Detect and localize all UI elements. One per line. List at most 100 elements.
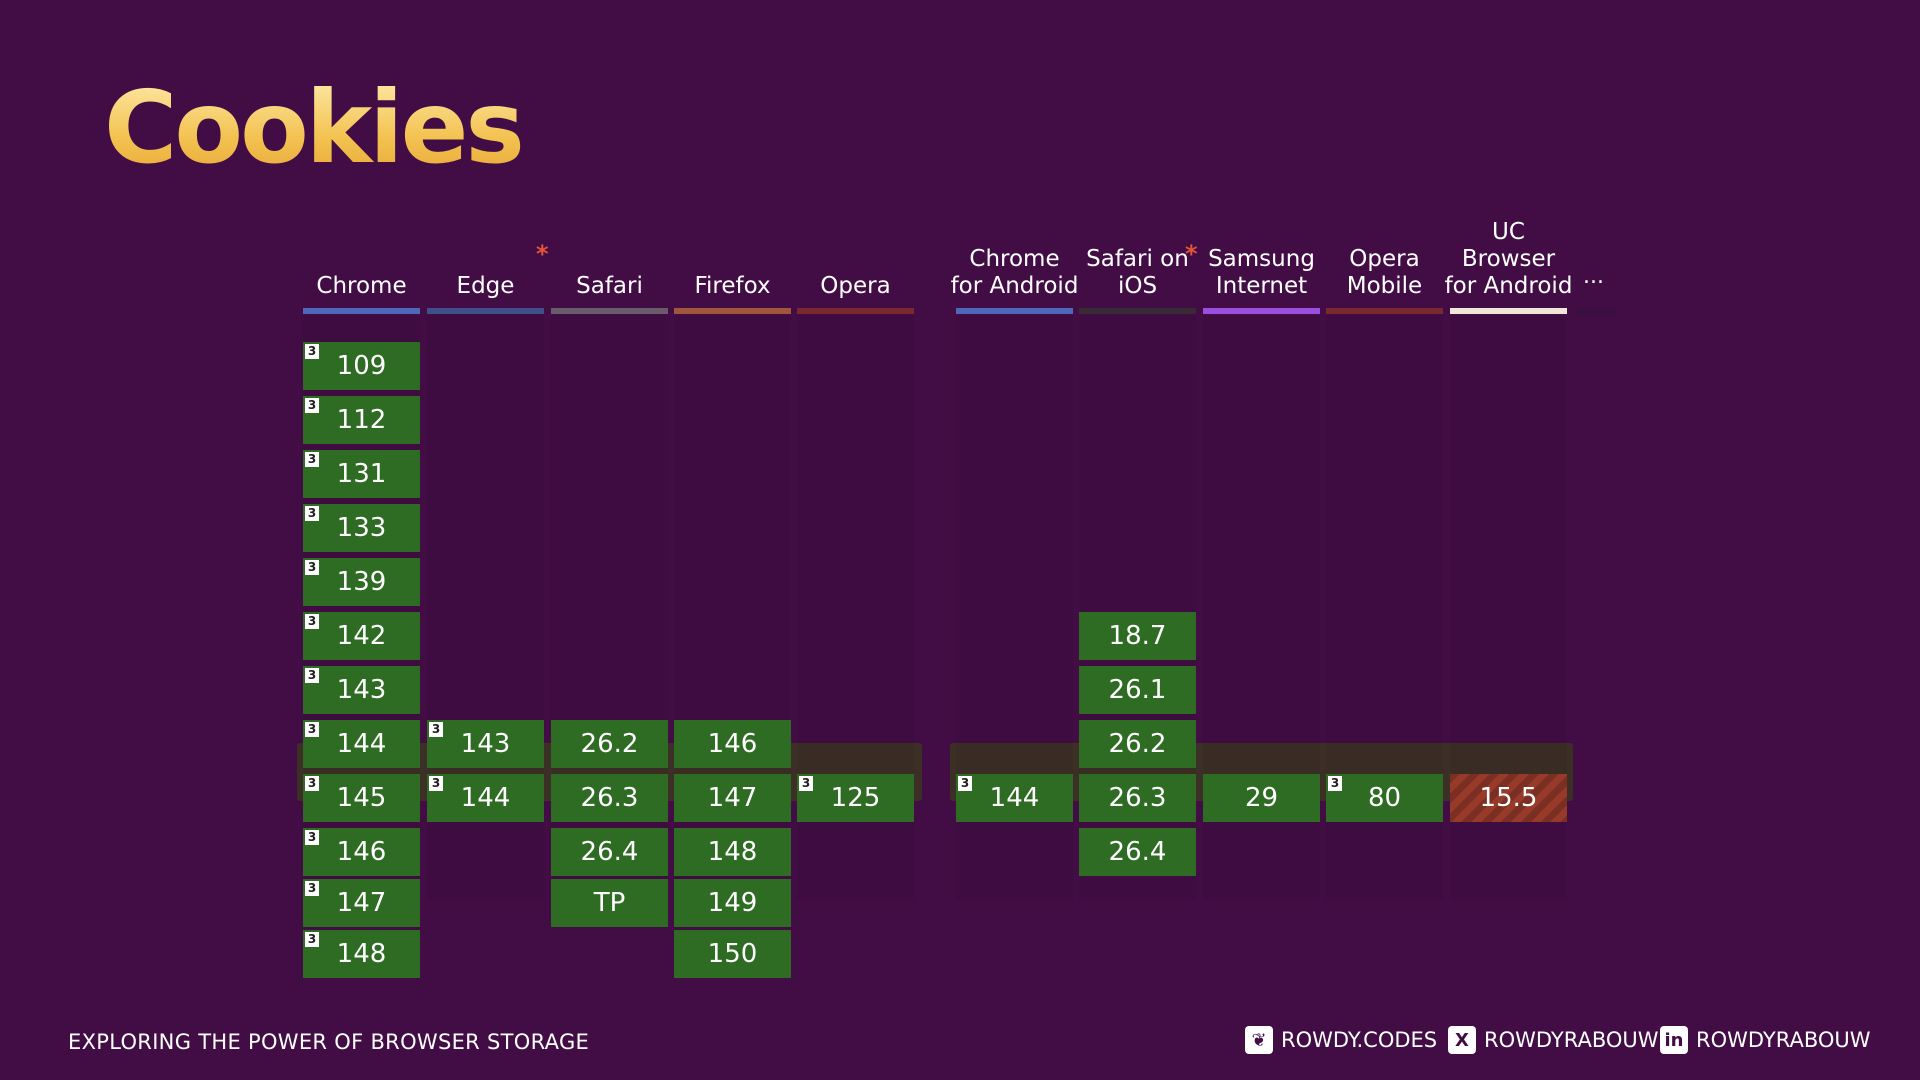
version-number: TP <box>593 888 626 918</box>
note-badge: 3 <box>429 722 443 737</box>
more-browsers-bar <box>1576 308 1618 314</box>
x-icon: X <box>1448 1026 1476 1054</box>
browser-color-bar <box>1326 308 1443 314</box>
version-number: 131 <box>336 459 387 489</box>
version-cell[interactable]: 3 147 <box>303 879 420 927</box>
version-cell[interactable]: 3 148 <box>303 930 420 978</box>
browser-color-bar <box>1079 308 1196 314</box>
social-link-linkedin[interactable]: in ROWDYRABOUW <box>1660 1026 1871 1054</box>
note-badge: 3 <box>305 776 319 791</box>
version-cell[interactable]: 3 144 <box>427 774 544 822</box>
version-cell[interactable]: TP <box>551 879 668 927</box>
version-number: 143 <box>336 675 387 705</box>
note-badge: 3 <box>429 776 443 791</box>
version-number: 147 <box>707 783 758 813</box>
partial-support-asterisk: * <box>1185 240 1198 268</box>
browser-column: Opera <box>797 190 914 950</box>
browser-name-label: Safari <box>576 273 643 299</box>
browser-name[interactable]: Samsung Internet <box>1197 190 1326 302</box>
browser-color-bar <box>674 308 791 314</box>
version-cell[interactable]: 3 145 <box>303 774 420 822</box>
version-number: 145 <box>336 783 387 813</box>
version-number: 18.7 <box>1108 621 1167 651</box>
note-badge: 3 <box>305 668 319 683</box>
version-number: 26.4 <box>1108 837 1167 867</box>
note-badge: 3 <box>305 452 319 467</box>
version-number: 15.5 <box>1479 783 1538 813</box>
version-cell[interactable]: 26.2 <box>1079 720 1196 768</box>
version-cell[interactable]: 26.4 <box>1079 828 1196 876</box>
browser-column: Samsung Internet <box>1203 190 1320 950</box>
browser-color-bar <box>956 308 1073 314</box>
browser-color-bar <box>551 308 668 314</box>
browser-color-bar <box>797 308 914 314</box>
version-number: 146 <box>336 837 387 867</box>
browser-name-label: UC Browser for Android <box>1444 219 1573 299</box>
social-link-label: ROWDY.CODES <box>1281 1028 1438 1052</box>
version-cell[interactable]: 3 133 <box>303 504 420 552</box>
version-number: 147 <box>336 888 387 918</box>
browser-name[interactable]: Safari on iOS <box>1073 190 1202 302</box>
version-cell[interactable]: 3 144 <box>303 720 420 768</box>
browser-name[interactable]: Safari <box>545 190 674 302</box>
version-cell[interactable]: 148 <box>674 828 791 876</box>
social-link-bluesky[interactable]: ❦ ROWDY.CODES <box>1245 1026 1437 1054</box>
note-badge: 3 <box>305 344 319 359</box>
version-cell[interactable]: 3 112 <box>303 396 420 444</box>
browser-name[interactable]: Opera <box>791 190 920 302</box>
version-number: 112 <box>336 405 387 435</box>
browser-name-label: Chrome <box>316 273 407 299</box>
version-number: 144 <box>460 783 511 813</box>
browser-name[interactable]: Chrome <box>297 190 426 302</box>
version-cell[interactable]: 3 144 <box>956 774 1073 822</box>
note-badge: 3 <box>1328 776 1342 791</box>
version-cell[interactable]: 3 143 <box>303 666 420 714</box>
version-cell[interactable]: 26.1 <box>1079 666 1196 714</box>
version-number: 133 <box>336 513 387 543</box>
note-badge: 3 <box>305 560 319 575</box>
version-number: 142 <box>336 621 387 651</box>
version-cell[interactable]: 29 <box>1203 774 1320 822</box>
version-number: 150 <box>707 939 758 969</box>
version-cell[interactable]: 15.5 <box>1450 774 1567 822</box>
social-link-label: ROWDYRABOUW <box>1484 1028 1659 1052</box>
version-cell[interactable]: 3 109 <box>303 342 420 390</box>
version-cell[interactable]: 3 80 <box>1326 774 1443 822</box>
browser-name-label: Samsung Internet <box>1208 246 1315 299</box>
page-title: Cookies <box>104 69 525 186</box>
browser-name[interactable]: Chrome for Android <box>950 190 1079 302</box>
version-cell[interactable]: 26.2 <box>551 720 668 768</box>
version-number: 148 <box>707 837 758 867</box>
version-cell[interactable]: 26.3 <box>1079 774 1196 822</box>
version-number: 26.2 <box>580 729 639 759</box>
more-browsers-button[interactable]: ... <box>1583 264 1604 289</box>
version-number: 149 <box>707 888 758 918</box>
browser-color-bar <box>303 308 420 314</box>
version-cell[interactable]: 3 125 <box>797 774 914 822</box>
browser-color-bar <box>1450 308 1567 314</box>
note-badge: 3 <box>305 398 319 413</box>
version-cell[interactable]: 3 142 <box>303 612 420 660</box>
version-number: 144 <box>336 729 387 759</box>
browser-name[interactable]: Firefox <box>668 190 797 302</box>
browser-name[interactable]: Opera Mobile <box>1320 190 1449 302</box>
social-link-x[interactable]: X ROWDYRABOUW <box>1448 1026 1659 1054</box>
version-cell[interactable]: 26.3 <box>551 774 668 822</box>
browser-name[interactable]: UC Browser for Android <box>1444 190 1573 302</box>
browser-color-bar <box>1203 308 1320 314</box>
version-cell[interactable]: 149 <box>674 879 791 927</box>
version-cell[interactable]: 3 146 <box>303 828 420 876</box>
browser-column: Opera Mobile <box>1326 190 1443 950</box>
version-cell[interactable]: 146 <box>674 720 791 768</box>
version-cell[interactable]: 3 131 <box>303 450 420 498</box>
version-cell[interactable]: 18.7 <box>1079 612 1196 660</box>
version-cell[interactable]: 147 <box>674 774 791 822</box>
version-cell[interactable]: 3 143 <box>427 720 544 768</box>
browser-name-label: Firefox <box>694 273 771 299</box>
note-badge: 3 <box>305 932 319 947</box>
version-cell[interactable]: 26.4 <box>551 828 668 876</box>
browser-column: UC Browser for Android <box>1445 190 1572 950</box>
version-cell[interactable]: 150 <box>674 930 791 978</box>
browser-name[interactable]: Edge <box>421 190 550 302</box>
version-cell[interactable]: 3 139 <box>303 558 420 606</box>
